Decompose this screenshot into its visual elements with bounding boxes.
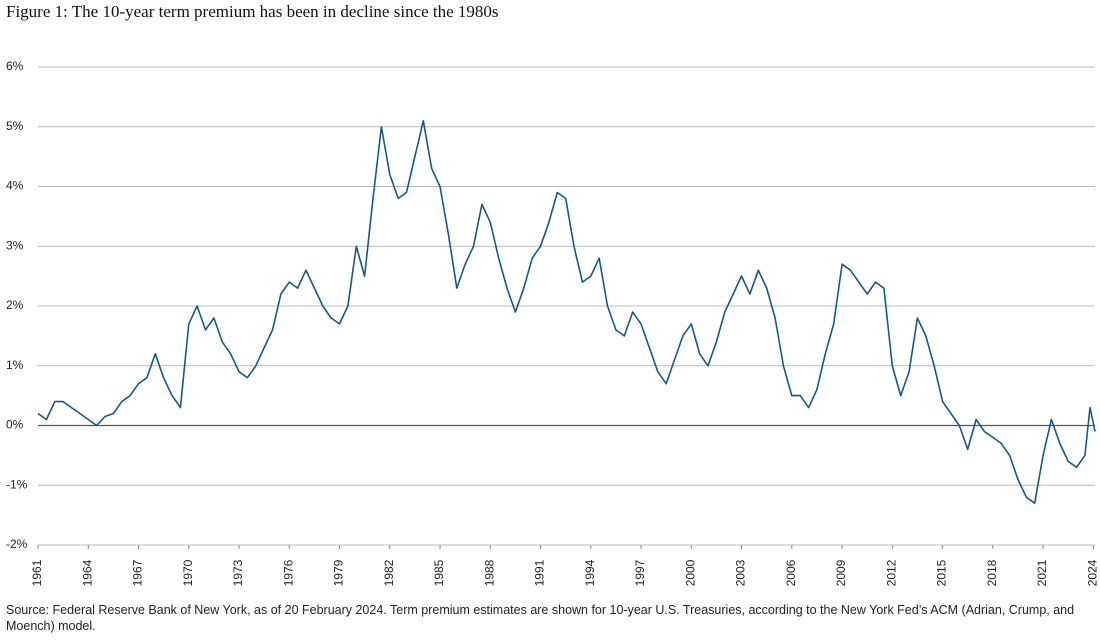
x-tick-label: 1970 xyxy=(181,559,195,586)
x-tick-label: 1967 xyxy=(131,559,145,586)
x-tick-label: 1988 xyxy=(482,559,496,586)
y-tick-label: 3% xyxy=(6,238,24,252)
x-tick-label: 1982 xyxy=(382,559,396,586)
x-tick-label: 2018 xyxy=(985,559,999,586)
x-tick-label: 1994 xyxy=(583,559,597,586)
y-tick-label: -2% xyxy=(6,537,28,551)
data-line xyxy=(37,120,1096,504)
x-tick-label: 2000 xyxy=(683,559,697,586)
y-tick-label: -1% xyxy=(6,477,28,491)
y-tick-label: 1% xyxy=(6,358,24,372)
chart-title: Figure 1: The 10-year term premium has b… xyxy=(6,2,499,21)
x-tick-label: 2012 xyxy=(884,559,898,586)
x-tick-label: 2015 xyxy=(935,559,949,586)
y-tick-label: 0% xyxy=(6,418,24,432)
y-tick-label: 5% xyxy=(6,119,24,133)
y-tick-label: 2% xyxy=(6,298,24,312)
y-tick-label: 6% xyxy=(6,59,24,73)
x-tick-label: 2006 xyxy=(784,559,798,586)
y-tick-label: 4% xyxy=(6,179,24,193)
x-tick-label: 1964 xyxy=(80,559,94,586)
x-tick-label: 1985 xyxy=(432,559,446,586)
x-tick-label: 1979 xyxy=(332,559,346,586)
source-note: Source: Federal Reserve Bank of New York… xyxy=(6,603,1075,633)
x-tick-label: 1991 xyxy=(533,559,547,586)
x-tick-label: 2024 xyxy=(1085,559,1099,586)
x-tick-label: 1973 xyxy=(231,559,245,586)
chart: -2% -1% 0% 1% 2% 3% 4% 5% 6% 1961 1964 1967 1970 1973… xyxy=(6,59,1099,586)
x-tick-label: 1976 xyxy=(281,559,295,586)
x-tick-label: 1997 xyxy=(633,559,647,586)
x-tick-label: 1961 xyxy=(30,559,44,586)
x-tick-label: 2003 xyxy=(734,559,748,586)
x-tick-label: 2009 xyxy=(834,559,848,586)
x-tick-label: 2021 xyxy=(1035,559,1049,586)
